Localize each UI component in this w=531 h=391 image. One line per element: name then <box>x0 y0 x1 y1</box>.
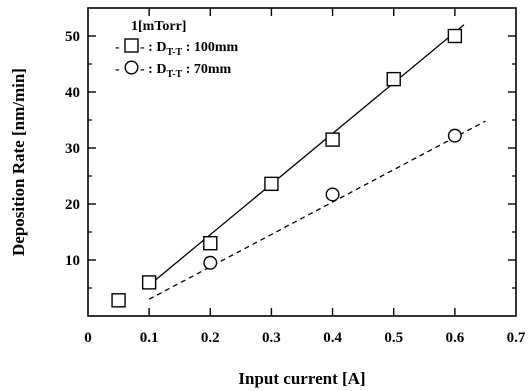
legend-entry-label: - : DT-T : 100mm <box>140 40 239 58</box>
legend-prefix-dash: - <box>115 62 120 77</box>
series-1-square-marker <box>325 132 340 147</box>
series-2-circle-marker <box>203 255 218 270</box>
x-axis-title: Input current [A] <box>238 369 365 388</box>
y-tick-label: 10 <box>65 253 80 269</box>
series-1-square-marker <box>386 71 401 87</box>
legend-label-main: - : D <box>140 40 166 55</box>
x-tick-label: 0.7 <box>507 330 526 346</box>
y-tick-label: 20 <box>65 197 80 213</box>
series-1-square-marker <box>111 293 126 308</box>
x-tick-label: 0.6 <box>445 330 464 346</box>
x-tick-label: 0.2 <box>201 330 220 346</box>
x-tick-label: 0.3 <box>262 330 281 346</box>
x-tick-label: 0.1 <box>140 330 159 346</box>
series-1-square-marker <box>447 28 463 44</box>
legend-label-suffix: : 100mm <box>182 40 238 55</box>
series-1-square-marker <box>264 176 279 192</box>
legend-entry-label: - : DT-T : 70mm <box>140 62 232 80</box>
y-tick-label: 30 <box>65 141 80 157</box>
legend-label-suffix: : 70mm <box>182 62 231 77</box>
x-tick-label: 0.5 <box>384 330 403 346</box>
legend: 1[mTorr] - - : DT-T : 100mm- - : DT-T : … <box>115 19 239 80</box>
series-1-square-marker <box>203 235 218 251</box>
legend-label-main: - : D <box>140 62 166 77</box>
x-tick-label: 0 <box>84 330 92 346</box>
legend-square-marker <box>124 38 139 53</box>
legend-label-subscript: T-T <box>166 69 182 80</box>
series-2-fit-line <box>148 120 486 300</box>
series-1-fit-line <box>148 24 465 286</box>
y-tick-label: 40 <box>65 85 80 101</box>
plot-layer: 0 0.1 0.2 0.3 0.4 0.5 0.6 0.7 10 20 30 40 50 <box>65 7 526 346</box>
x-tick-label: 0.4 <box>323 330 342 346</box>
y-tick-label: 50 <box>65 29 80 45</box>
series-2-circle-marker <box>325 187 340 202</box>
series-2-circle-marker <box>447 128 462 143</box>
plot-frame <box>87 7 517 317</box>
legend-prefix-dash: - <box>115 40 120 55</box>
series-1-square-marker <box>141 275 157 290</box>
legend-label-subscript: T-T <box>166 47 182 58</box>
y-axis-title: Deposition Rate [nm/min] <box>9 68 28 256</box>
legend-title: 1[mTorr] <box>131 19 186 34</box>
legend-circle-marker <box>124 60 139 75</box>
